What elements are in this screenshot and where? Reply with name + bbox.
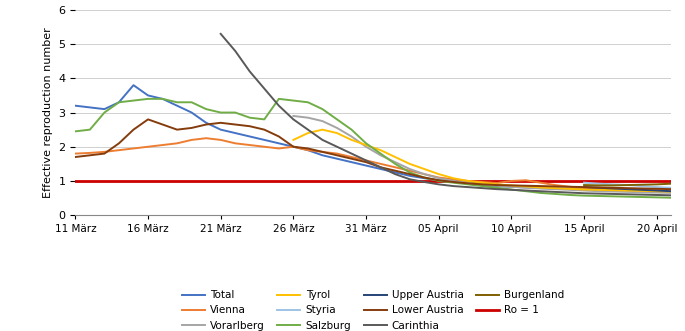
Legend: Total, Vienna, Vorarlberg, Tyrol, Styria, Salzburg, Upper Austria, Lower Austria: Total, Vienna, Vorarlberg, Tyrol, Styria… [178,286,569,331]
Y-axis label: Effective reproduction number: Effective reproduction number [43,27,53,198]
